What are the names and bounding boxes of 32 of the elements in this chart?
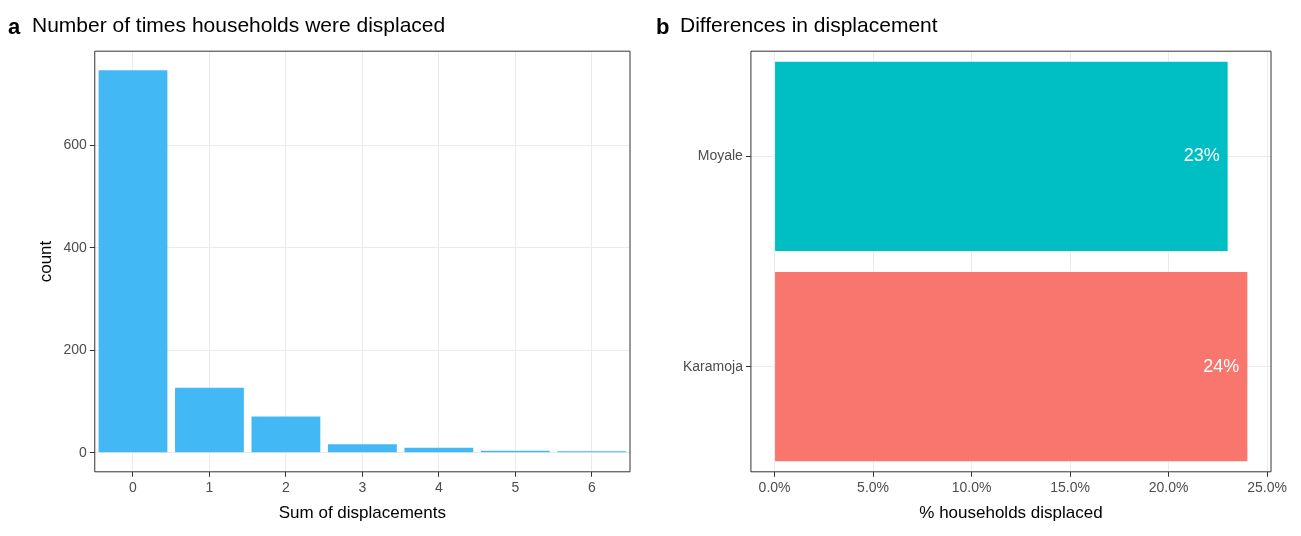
x-tick-label: 4 xyxy=(434,479,443,496)
x-tick-label: 0 xyxy=(129,479,138,496)
text: a xyxy=(8,14,21,40)
y-tick-label: Karamoja xyxy=(683,357,744,374)
x-tick-label: 2 xyxy=(282,479,291,496)
x-tick-label: 6 xyxy=(587,479,596,496)
bar xyxy=(327,444,397,453)
x-tick-label: 25.0% xyxy=(1247,479,1287,496)
chart-title: Number of times households were displaced xyxy=(32,13,446,37)
y-axis-title: count xyxy=(35,240,55,283)
chart-title: Differences in displacement xyxy=(680,13,938,37)
y-tick-label: 0 xyxy=(78,443,87,460)
x-axis-title: Sum of displacements xyxy=(278,503,446,523)
x-tick-label: 5 xyxy=(511,479,520,496)
x-tick-label: 15.0% xyxy=(1050,479,1090,496)
data-label: 23% xyxy=(1183,145,1220,166)
x-tick-label: 20.0% xyxy=(1148,479,1189,496)
y-tick-label: 600 xyxy=(63,136,87,153)
bar xyxy=(98,70,168,453)
y-tick-label: 400 xyxy=(63,238,87,255)
x-tick-label: 0.0% xyxy=(758,479,791,496)
y-tick-label: Moyale xyxy=(697,147,744,164)
bar xyxy=(175,387,244,453)
x-tick-label: 3 xyxy=(358,479,367,496)
x-tick-label: 10.0% xyxy=(951,479,992,496)
x-tick-label: 1 xyxy=(205,479,214,496)
x-tick-label: 5.0% xyxy=(857,479,890,496)
bar xyxy=(251,416,321,453)
x-axis-title: % households displaced xyxy=(919,503,1103,523)
data-label: 24% xyxy=(1203,355,1240,376)
text: b xyxy=(656,14,670,40)
y-tick-label: 200 xyxy=(63,341,87,358)
